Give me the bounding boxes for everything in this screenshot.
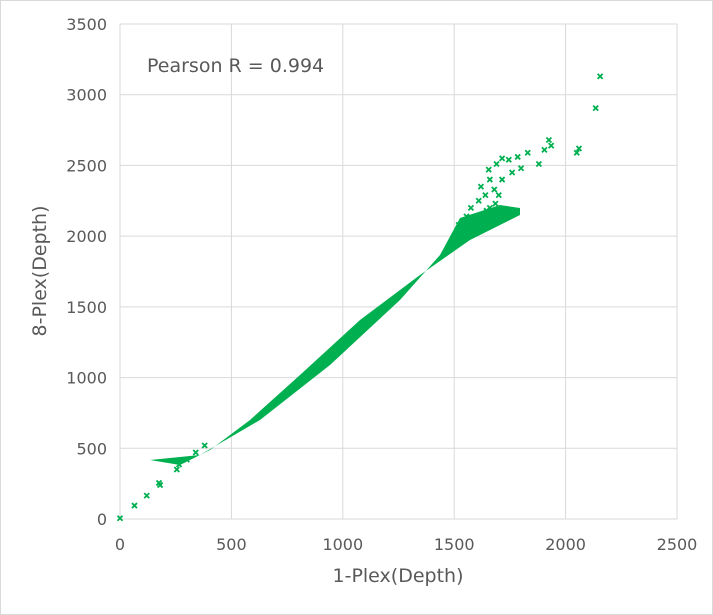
data-point (524, 149, 531, 156)
y-tick-label: 1500 (66, 298, 107, 317)
y-tick-label: 2500 (66, 156, 107, 175)
data-point (592, 105, 599, 112)
data-point (201, 442, 208, 449)
x-tick-label: 2000 (545, 535, 586, 554)
data-point (505, 156, 512, 163)
data-point (131, 502, 138, 509)
y-tick-label: 0 (97, 510, 107, 529)
data-point (486, 176, 493, 183)
data-points (116, 73, 604, 522)
data-point (116, 515, 124, 522)
data-point (183, 456, 190, 463)
data-point (485, 166, 492, 173)
data-point (541, 146, 548, 154)
x-axis-title: 1-Plex(Depth) (333, 565, 464, 587)
data-point (473, 221, 480, 228)
y-tick-label: 3000 (66, 86, 107, 105)
data-point (596, 73, 604, 80)
grid-lines (119, 23, 678, 520)
pearson-annotation: Pearson R = 0.994 (147, 55, 324, 77)
x-tick-label: 1000 (322, 535, 363, 554)
data-point (514, 153, 521, 161)
data-point (467, 204, 475, 211)
data-point (535, 160, 543, 168)
data-point (575, 145, 583, 152)
dense-point-band (150, 205, 520, 465)
y-tick-labels: 0 500 1000 1500 2000 2500 3000 3500 (66, 15, 107, 529)
y-tick-label: 2000 (66, 227, 107, 246)
x-tick-label: 0 (115, 535, 125, 554)
data-point (483, 207, 490, 214)
data-point (477, 183, 485, 190)
data-point (173, 466, 180, 473)
data-point (545, 136, 553, 144)
data-point (175, 461, 183, 468)
y-axis-title: 8-Plex(Depth) (29, 206, 51, 337)
data-point (495, 191, 502, 199)
x-tick-label: 500 (216, 535, 247, 554)
y-tick-label: 3500 (66, 15, 107, 34)
data-point (573, 149, 580, 156)
y-tick-label: 500 (76, 439, 107, 458)
data-point (547, 142, 555, 149)
data-point (463, 213, 470, 220)
data-point (475, 197, 482, 204)
x-tick-label: 1500 (434, 535, 475, 554)
data-point (493, 160, 500, 168)
y-tick-label: 1000 (66, 369, 107, 388)
data-point (492, 200, 499, 207)
data-point (491, 186, 498, 193)
data-point (455, 221, 462, 228)
x-tick-label: 2500 (657, 535, 698, 554)
data-point (498, 176, 506, 183)
data-point (517, 165, 525, 172)
x-tick-labels: 0 500 1000 1500 2000 2500 (115, 535, 697, 554)
data-point (143, 492, 150, 499)
data-point (192, 449, 199, 456)
data-point (482, 191, 489, 199)
data-point (508, 169, 516, 176)
data-point (156, 481, 164, 489)
data-point (498, 155, 506, 162)
